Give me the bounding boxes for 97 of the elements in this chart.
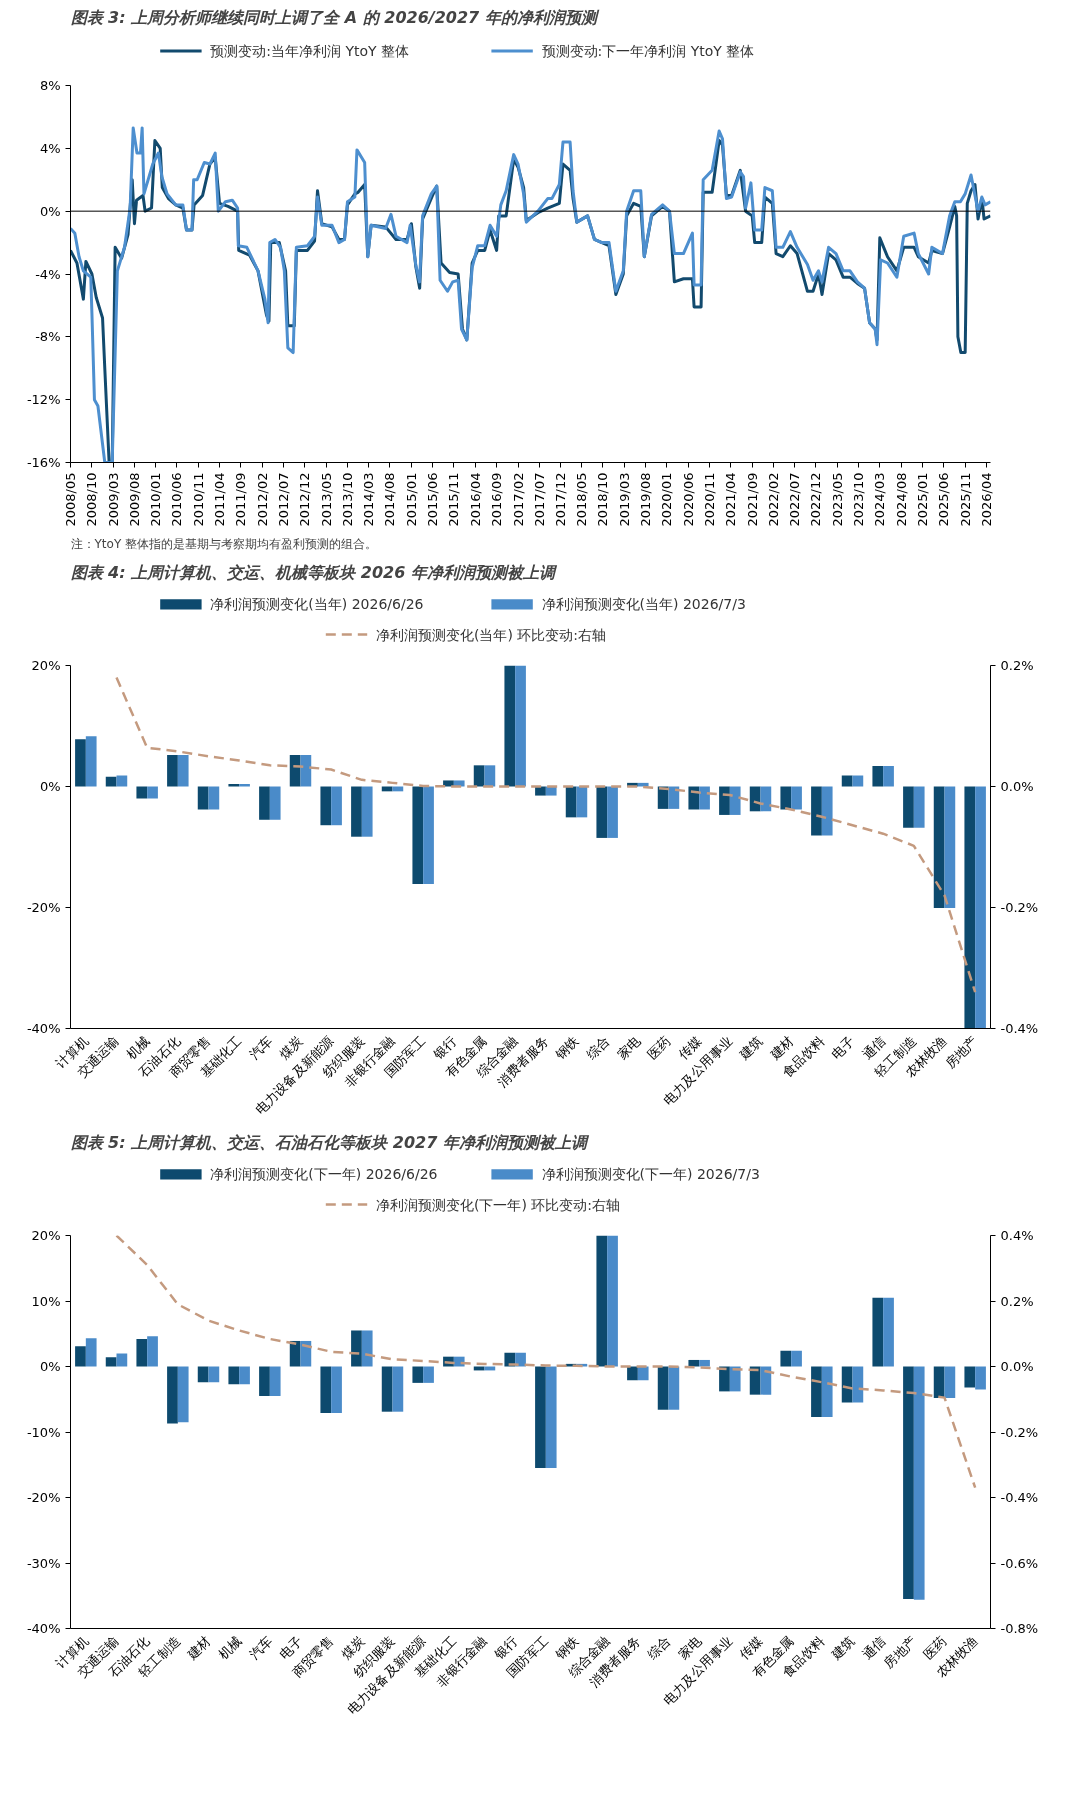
y2-tick-label: -0.4% (1000, 1021, 1039, 1036)
y-tick-label: 0% (39, 203, 61, 219)
x-tick-label: 2019/03 (616, 472, 632, 527)
legend-label: 净利润预测变化(当年) 环比变动:右轴 (375, 626, 607, 643)
legend-label: 净利润预测变化(下一年) 2026/7/3 (541, 1166, 760, 1183)
x-tick-label: 2017/07 (531, 472, 547, 527)
y2-tick-label: 0.0% (1000, 1359, 1034, 1374)
y2-tick-label: -0.2% (1000, 1424, 1039, 1440)
x-tick-label: 2010/06 (169, 472, 185, 527)
y-tick-label: 20% (31, 1228, 61, 1243)
y-tick-label: -12% (26, 392, 61, 408)
x-tick-label: 2025/01 (915, 472, 931, 527)
x-tick-label: 2011/09 (233, 472, 249, 527)
chart-title: 图表 3: 上周分析师继续同时上调了全 A 的 2026/2027 年的净利润预测 (70, 7, 600, 27)
x-tick-label: 建筑 (736, 1033, 766, 1063)
x-tick-label: 2025/11 (957, 472, 973, 527)
x-tick-label: 2014/08 (382, 472, 398, 527)
x-tick-label: 2015/01 (403, 472, 419, 527)
y2-tick-label: -0.6% (1000, 1555, 1039, 1571)
x-tick-label: 2021/09 (744, 472, 760, 527)
x-tick-label: 家电 (614, 1033, 644, 1063)
x-tick-label: 2018/10 (595, 472, 611, 527)
x-tick-label: 机械 (215, 1633, 245, 1663)
x-tick-label: 汽车 (246, 1633, 276, 1663)
y-tick-label: -4% (35, 266, 61, 282)
legend-label: 净利润预测变化(下一年) 环比变动:右轴 (375, 1196, 621, 1213)
x-tick-label: 2012/12 (297, 472, 313, 527)
x-tick-label: 2025/06 (936, 472, 952, 527)
y-tick-label: -20% (26, 1490, 61, 1505)
x-tick-label: 2026/04 (978, 472, 994, 527)
x-tick-label: 2024/08 (893, 472, 909, 527)
legend-label: 净利润预测变化(当年) 2026/6/26 (210, 596, 424, 613)
x-tick-label: 2022/12 (808, 472, 824, 527)
x-tick-label: 2020/01 (659, 472, 675, 527)
x-tick-label: 2009/03 (105, 472, 121, 527)
y-tick-label: 20% (31, 658, 61, 673)
legend-label: 预测变动:当年净利润 YtoY 整体 (210, 43, 410, 59)
y-tick-label: 0% (39, 1359, 61, 1374)
x-tick-label: 2022/07 (787, 472, 803, 527)
x-tick-label: 2016/04 (467, 472, 483, 527)
x-tick-label: 2015/11 (446, 472, 462, 527)
y2-tick-label: 0.2% (1000, 1293, 1034, 1309)
x-tick-label: 2020/11 (702, 472, 718, 527)
y-tick-label: -10% (26, 1424, 61, 1440)
x-tick-label: 建筑 (828, 1633, 858, 1663)
x-tick-label: 2021/04 (723, 472, 739, 527)
text: 注：YtoY 整体指的是基期与考察期均有盈利预测的组合。 (70, 536, 378, 551)
y-tick-label: -8% (35, 329, 61, 345)
x-tick-label: 2024/03 (872, 472, 888, 527)
y-tick-label: 8% (39, 78, 61, 93)
legend-label: 净利润预测变化(当年) 2026/7/3 (541, 596, 746, 613)
x-tick-label: 2015/06 (425, 472, 441, 527)
y2-tick-label: -0.8% (1000, 1621, 1039, 1636)
x-tick-label: 汽车 (246, 1033, 276, 1063)
y-tick-label: -40% (26, 1021, 61, 1036)
x-tick-label: 医药 (644, 1033, 674, 1063)
x-tick-label: 2010/11 (190, 472, 206, 527)
x-tick-label: 2016/09 (489, 472, 505, 527)
x-tick-label: 2011/04 (212, 472, 228, 527)
x-tick-label: 2009/08 (126, 472, 142, 527)
y-tick-label: -16% (26, 455, 61, 470)
x-tick-label: 2023/05 (829, 472, 845, 527)
y-tick-label: -40% (26, 1621, 61, 1636)
x-tick-label: 建材 (184, 1633, 214, 1663)
y-tick-label: 0% (39, 779, 61, 794)
x-tick-label: 2008/10 (84, 472, 100, 527)
x-tick-label: 2010/01 (148, 472, 164, 527)
x-tick-label: 2013/10 (339, 472, 355, 527)
x-tick-label: 2019/08 (638, 472, 654, 527)
x-tick-label: 2020/06 (680, 472, 696, 527)
chart-title: 图表 4: 上周计算机、交运、机械等板块 2026 年净利润预测被上调 (70, 562, 558, 582)
y-tick-label: 4% (39, 140, 61, 156)
x-tick-label: 2017/12 (552, 472, 568, 527)
x-tick-label: 2008/05 (63, 472, 78, 527)
y2-tick-label: 0.4% (1000, 1228, 1034, 1243)
x-tick-label: 2018/05 (574, 472, 590, 527)
x-tick-label: 2014/03 (361, 472, 377, 527)
x-tick-label: 钢铁 (552, 1033, 582, 1063)
y2-tick-label: 0.2% (1000, 658, 1034, 673)
x-tick-label: 综合 (583, 1033, 613, 1063)
x-tick-label: 2013/05 (318, 472, 334, 527)
legend-label: 净利润预测变化(下一年) 2026/6/26 (210, 1166, 438, 1183)
legend-label: 预测变动:下一年净利润 YtoY 整体 (541, 43, 755, 59)
x-tick-label: 2023/10 (851, 472, 867, 527)
y2-tick-label: -0.2% (1000, 900, 1039, 915)
chart-title: 图表 5: 上周计算机、交运、石油石化等板块 2027 年净利润预测被上调 (70, 1132, 590, 1152)
y2-tick-label: 0.0% (1000, 779, 1034, 794)
y-tick-label: -20% (26, 900, 61, 915)
x-tick-label: 2022/02 (766, 472, 782, 527)
x-tick-label: 2012/02 (254, 472, 270, 527)
x-tick-label: 2017/02 (510, 472, 526, 527)
x-tick-label: 电子 (828, 1033, 858, 1063)
x-tick-label: 综合 (644, 1633, 674, 1663)
x-tick-label: 2012/07 (276, 472, 291, 527)
y-tick-label: 10% (31, 1293, 61, 1309)
y2-tick-label: -0.4% (1000, 1490, 1039, 1505)
y-tick-label: -30% (26, 1555, 61, 1571)
